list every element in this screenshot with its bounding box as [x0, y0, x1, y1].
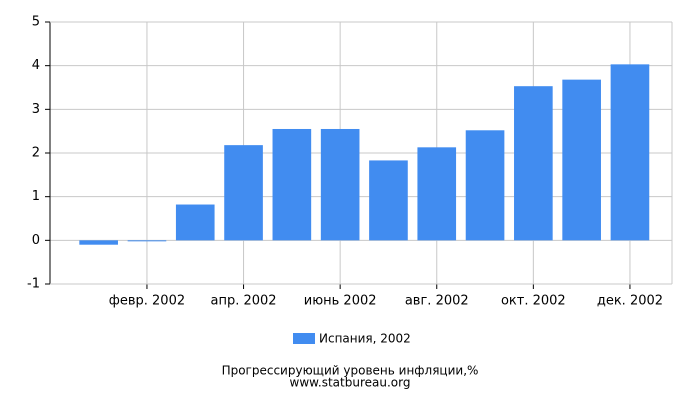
- legend-swatch: [293, 333, 315, 344]
- x-tick-label: апр. 2002: [211, 294, 277, 309]
- x-tick-label: июнь 2002: [304, 294, 377, 309]
- y-tick-label: 2: [32, 146, 40, 161]
- bar: [224, 145, 263, 241]
- y-tick-label: 4: [32, 58, 40, 73]
- y-tick-label: 5: [32, 15, 40, 30]
- bar: [127, 240, 167, 242]
- x-tick-label: авг. 2002: [405, 294, 469, 309]
- bar: [272, 128, 312, 241]
- chart-title: Прогрессирующий уровень инфляции,%: [222, 364, 479, 378]
- bar: [610, 64, 650, 241]
- bar: [175, 204, 215, 241]
- bar: [369, 160, 408, 241]
- bar: [79, 240, 118, 245]
- bar: [514, 86, 553, 241]
- y-tick-label: 3: [32, 102, 40, 117]
- chart-source: www.statbureau.org: [290, 376, 411, 390]
- x-tick-label: дек. 2002: [597, 294, 663, 309]
- legend-label: Испания, 2002: [319, 332, 411, 346]
- x-tick-label: февр. 2002: [109, 294, 185, 309]
- y-tick-label: 0: [32, 233, 40, 248]
- bar: [465, 130, 505, 241]
- x-tick-label: окт. 2002: [501, 294, 566, 309]
- bar: [320, 128, 360, 241]
- bar: [417, 147, 457, 241]
- bar: [562, 79, 601, 241]
- y-tick-label: 1: [32, 189, 40, 204]
- y-tick-label: -1: [27, 277, 40, 292]
